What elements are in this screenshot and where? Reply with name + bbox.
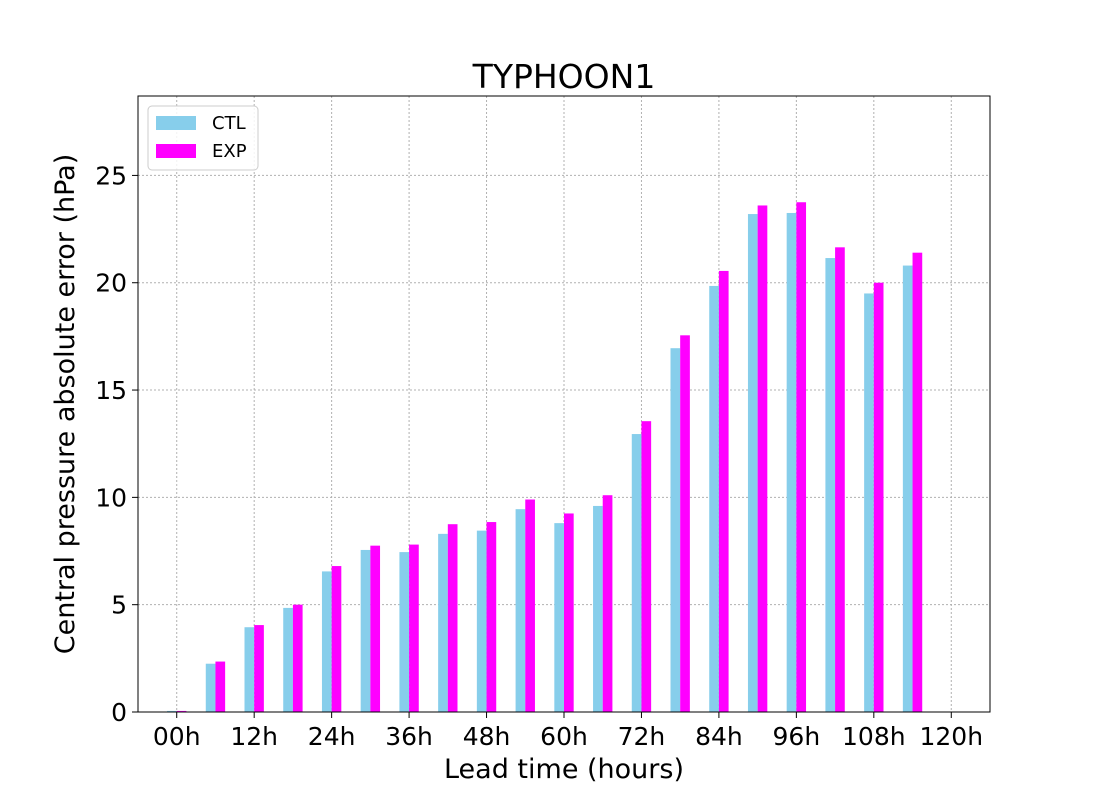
bar-exp-102 xyxy=(835,247,845,712)
x-tick-label: 96h xyxy=(773,722,821,751)
x-tick-label: 24h xyxy=(308,722,356,751)
bar-ctl-36 xyxy=(399,552,410,712)
bar-exp-12 xyxy=(254,625,264,712)
bar-ctl-84 xyxy=(709,285,719,712)
chart-title: TYPHOON1 xyxy=(472,57,656,96)
x-tick-label: 12h xyxy=(230,722,278,751)
bar-ctl-24 xyxy=(321,571,332,712)
legend-label-ctl: CTL xyxy=(212,113,246,134)
x-tick-label: 72h xyxy=(618,722,666,751)
legend-swatch-ctl xyxy=(156,116,196,130)
y-tick-label: 5 xyxy=(111,591,127,620)
x-tick-label: 36h xyxy=(385,722,433,751)
bar-exp-36 xyxy=(409,544,419,712)
bar-ctl-90 xyxy=(747,214,758,713)
bar-exp-108 xyxy=(873,282,884,712)
bar-ctl-102 xyxy=(825,258,836,712)
y-tick-label: 10 xyxy=(95,483,127,512)
bar-ctl-96 xyxy=(786,212,797,712)
legend: CTL EXP xyxy=(147,105,259,171)
bar-exp-84 xyxy=(718,270,729,712)
bar-ctl-114 xyxy=(902,265,913,712)
bar-exp-0 xyxy=(176,710,187,712)
bar-ctl-0 xyxy=(167,710,177,712)
x-tick-label: 48h xyxy=(463,722,511,751)
bar-exp-18 xyxy=(292,604,303,712)
bar-exp-66 xyxy=(602,495,613,712)
legend-label-exp: EXP xyxy=(212,141,247,162)
x-tick-label: 84h xyxy=(695,722,743,751)
bar-exp-96 xyxy=(796,202,807,712)
ticks: 00h 12h 24h 36h 48h 60h 72h 84h 96h 108h 120h 0 5 10 1… xyxy=(95,161,983,751)
bar-ctl-108 xyxy=(864,293,874,712)
x-axis-title: Lead time (hours) xyxy=(444,754,684,785)
bar-exp-24 xyxy=(331,566,342,712)
x-tick-label: 00h xyxy=(153,722,201,751)
bar-ctl-66 xyxy=(593,505,603,712)
bar-exp-30 xyxy=(370,545,381,712)
legend-swatch-exp xyxy=(156,144,196,158)
y-tick-label: 15 xyxy=(95,376,127,405)
bar-ctl-78 xyxy=(670,348,681,712)
bar-ctl-60 xyxy=(554,523,564,712)
bar-exp-48 xyxy=(486,522,497,712)
y-axis-title: Central pressure absolute error (hPa) xyxy=(50,154,81,655)
x-tick-label: 108h xyxy=(842,722,906,751)
x-tick-label: 60h xyxy=(540,722,588,751)
bars xyxy=(167,202,923,713)
bar-ctl-72 xyxy=(631,434,642,712)
bar-exp-42 xyxy=(447,524,458,712)
bar-exp-114 xyxy=(912,252,923,712)
bar-ctl-12 xyxy=(244,627,255,712)
bar-exp-60 xyxy=(564,513,574,712)
bar-exp-90 xyxy=(757,205,768,712)
bar-exp-54 xyxy=(525,499,535,712)
bar-ctl-30 xyxy=(360,549,371,712)
bar-ctl-6 xyxy=(205,663,216,712)
bar-ctl-48 xyxy=(476,530,487,712)
bar-ctl-42 xyxy=(438,533,448,712)
bar-ctl-54 xyxy=(515,509,526,712)
bar-exp-72 xyxy=(641,421,652,712)
x-tick-label: 120h xyxy=(919,722,983,751)
bar-ctl-18 xyxy=(283,607,293,712)
bar-exp-6 xyxy=(215,661,226,712)
y-tick-label: 20 xyxy=(95,269,127,298)
y-tick-label: 0 xyxy=(111,698,127,727)
y-tick-label: 25 xyxy=(95,161,127,190)
bar-exp-78 xyxy=(680,335,690,712)
